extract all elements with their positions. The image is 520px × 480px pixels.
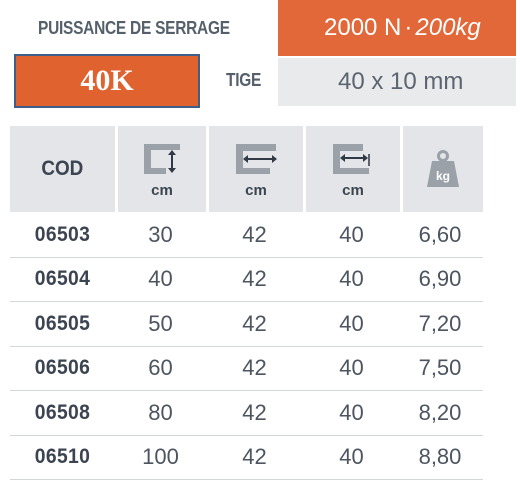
cell-weight: 8,20 <box>400 400 480 426</box>
weight-kg-icon: kg <box>425 149 461 189</box>
cell-code: 06505 <box>14 312 111 336</box>
unit-cm-opening: cm <box>151 182 173 199</box>
cell-reach: 42 <box>206 355 303 381</box>
cell-opening: 60 <box>115 355 206 381</box>
cell-depth: 40 <box>303 311 400 337</box>
cell-opening: 50 <box>115 311 206 337</box>
cell-opening: 100 <box>115 444 206 470</box>
clamp-throat-depth-icon <box>329 140 377 180</box>
cell-depth: 40 <box>303 355 400 381</box>
force-value-alt: 200kg <box>415 14 480 42</box>
col-header-code-label: COD <box>41 157 83 181</box>
cell-reach: 42 <box>206 311 303 337</box>
unit-cm-depth: cm <box>342 182 364 199</box>
cell-opening: 30 <box>115 222 206 248</box>
cell-opening: 40 <box>115 266 206 292</box>
col-header-code: COD <box>10 126 115 212</box>
cell-depth: 40 <box>303 400 400 426</box>
cell-code: 06506 <box>14 356 111 380</box>
cell-reach: 42 <box>206 400 303 426</box>
model-badge: 40K <box>14 54 200 108</box>
cell-code: 06503 <box>14 223 111 247</box>
cell-weight: 7,50 <box>400 355 480 381</box>
col-header-opening: cm <box>118 126 206 212</box>
clamp-opening-vertical-icon <box>140 140 184 180</box>
cell-opening: 80 <box>115 400 206 426</box>
cell-depth: 40 <box>303 444 400 470</box>
cell-code: 06510 <box>14 445 111 469</box>
col-header-reach: cm <box>209 126 303 212</box>
cell-weight: 6,90 <box>400 266 480 292</box>
col-header-weight: kg <box>403 126 483 212</box>
rod-label: TIGE <box>226 68 261 92</box>
cell-depth: 40 <box>303 222 400 248</box>
col-header-depth: cm <box>306 126 400 212</box>
cell-reach: 42 <box>206 222 303 248</box>
cell-weight: 8,80 <box>400 444 480 470</box>
clamp-reach-horizontal-icon <box>232 140 280 180</box>
unit-cm-reach: cm <box>245 182 267 199</box>
cell-depth: 40 <box>303 266 400 292</box>
cell-reach: 42 <box>206 266 303 292</box>
rod-value: 40 x 10 mm <box>338 68 463 96</box>
cell-weight: 6,60 <box>400 222 480 248</box>
cell-reach: 42 <box>206 444 303 470</box>
force-value-box: 2000 N · 200kg <box>278 0 516 56</box>
force-label: PUISSANCE DE SERRAGE <box>38 16 230 40</box>
cell-code: 06508 <box>14 401 111 425</box>
cell-weight: 7,20 <box>400 311 480 337</box>
cell-code: 06504 <box>14 267 111 291</box>
force-value-sep: · <box>404 14 412 42</box>
force-value-main: 2000 N <box>324 14 401 42</box>
weight-icon-text: kg <box>436 169 450 183</box>
rod-value-box: 40 x 10 mm <box>278 58 516 106</box>
